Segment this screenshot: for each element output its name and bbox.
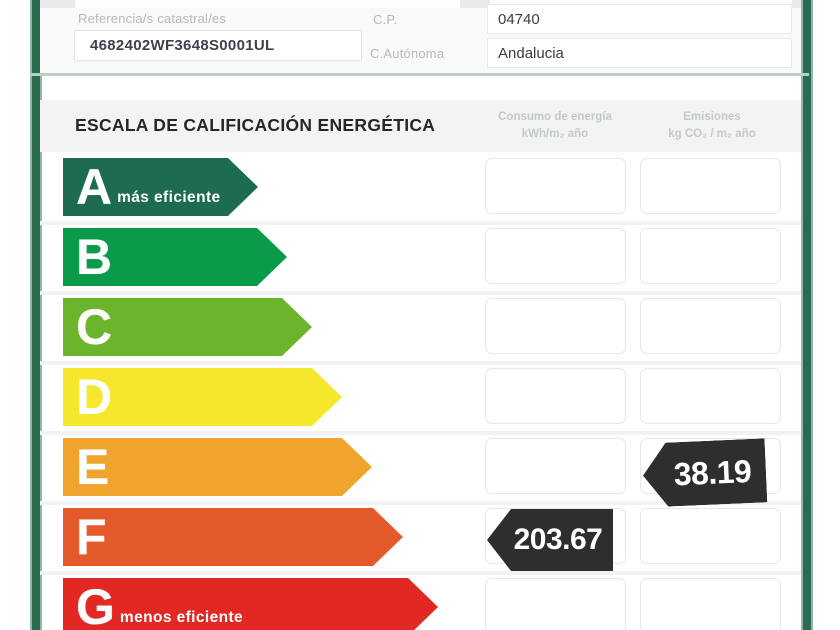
consumo-cell: [485, 438, 626, 494]
consumo-value-arrow: 203.67: [487, 509, 613, 571]
scale-title: ESCALA DE CALIFICACIÓN ENERGÉTICA: [75, 115, 436, 135]
rating-arrow-g: G menos eficiente: [63, 578, 438, 630]
consumo-cell: [485, 578, 626, 630]
emisiones-column-header: Emisiones kg CO₂ / m₂ año: [637, 109, 787, 142]
postal-code-field[interactable]: 04740: [487, 4, 792, 34]
rating-arrow-c: C: [63, 298, 312, 356]
rating-arrow-a: A más eficiente: [63, 158, 258, 216]
rating-arrow-f: F: [63, 508, 403, 566]
rating-arrow-b: B: [63, 228, 287, 286]
consumo-cell: [485, 228, 626, 284]
rating-letter: G: [76, 579, 115, 630]
rating-row-c: C: [0, 298, 840, 356]
postal-code-label: C.P.: [373, 12, 398, 27]
rating-letter: F: [76, 509, 107, 565]
rating-letter: E: [76, 439, 110, 495]
row-gap-line: [40, 571, 801, 575]
consumo-cell: [485, 368, 626, 424]
autonomous-community-field[interactable]: Andalucia: [487, 38, 792, 68]
rating-letter: A: [76, 159, 113, 215]
rating-note: menos eficiente: [119, 609, 244, 626]
row-gap-line: [40, 361, 801, 365]
rating-row-d: D: [0, 368, 840, 426]
rating-arrow-d: D: [63, 368, 342, 426]
emisiones-cell: [640, 508, 781, 564]
rating-letter: C: [76, 299, 113, 355]
rating-row-f: F: [0, 508, 840, 566]
cadastral-reference-field[interactable]: 4682402WF3648S0001UL: [74, 30, 362, 61]
green-border-left: [30, 0, 42, 630]
autonomous-community-label: C.Autónoma: [370, 46, 445, 61]
rating-note: más eficiente: [117, 189, 221, 206]
row-gap-line: [40, 501, 801, 505]
emisiones-header-line2: kg CO₂ / m₂ año: [668, 127, 756, 140]
consumo-header-line1: Consumo de energía: [498, 111, 612, 123]
green-border-right: [801, 0, 813, 630]
row-gap-line: [40, 431, 801, 435]
emisiones-header-line1: Emisiones: [683, 111, 741, 123]
emisiones-cell: [640, 368, 781, 424]
row-gap-line: [40, 221, 801, 225]
rating-row-a: A más eficiente: [0, 158, 840, 216]
emisiones-cell: [640, 298, 781, 354]
form-section: Referencia/s catastral/es 4682402WF3648S…: [40, 0, 801, 73]
rating-letter: B: [76, 229, 113, 285]
consumo-cell: [485, 158, 626, 214]
cadastral-reference-label: Referencia/s catastral/es: [78, 11, 227, 26]
emisiones-cell: [640, 578, 781, 630]
consumo-header-line2: kWh/m₂ año: [521, 127, 589, 140]
emisiones-cell: [640, 228, 781, 284]
section-divider: [30, 73, 809, 76]
consumo-column-header: Consumo de energía kWh/m₂ año: [480, 109, 630, 142]
rating-row-g: G menos eficiente: [0, 578, 840, 630]
row-gap-line: [40, 291, 801, 295]
rating-arrow-e: E: [63, 438, 372, 496]
rating-letter: D: [76, 369, 113, 425]
scale-header-band: ESCALA DE CALIFICACIÓN ENERGÉTICA Consum…: [40, 100, 801, 152]
emisiones-cell: [640, 158, 781, 214]
consumo-cell: [485, 298, 626, 354]
rating-row-b: B: [0, 228, 840, 286]
